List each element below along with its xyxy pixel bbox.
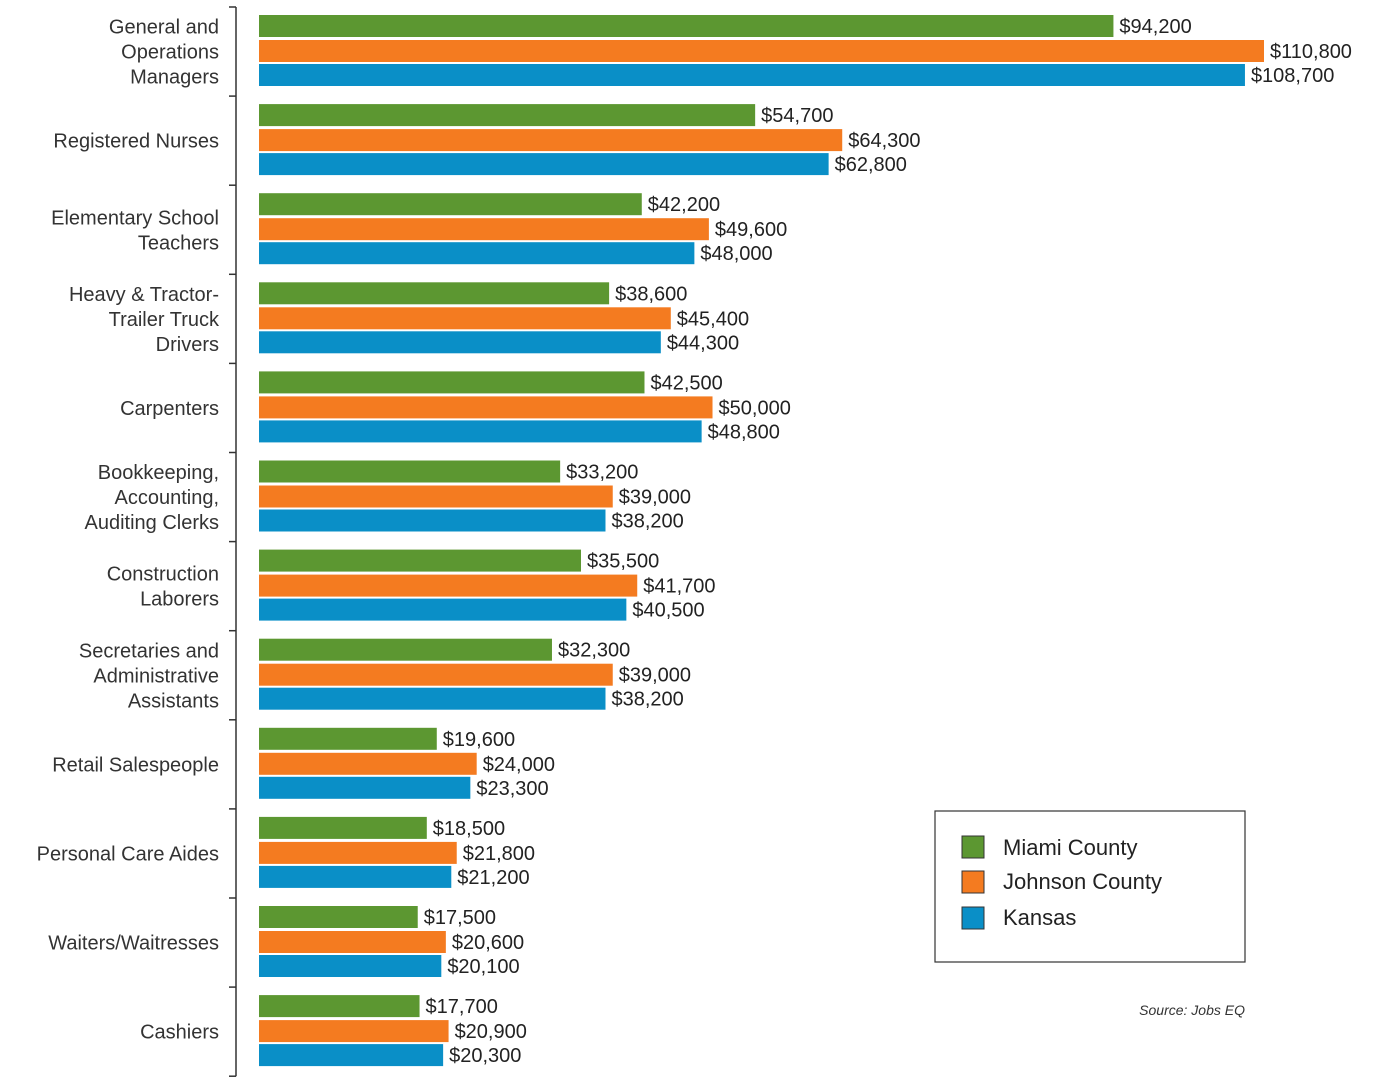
bar-kansas <box>259 509 606 532</box>
value-label: $48,800 <box>708 421 780 443</box>
category-label: Secretaries and Administrative Assistants <box>79 640 219 712</box>
category-labels: General and Operations Managers Registered … <box>37 17 220 1044</box>
legend: Miami County Johnson County Kansas <box>934 810 1246 963</box>
value-label: $108,700 <box>1251 65 1334 87</box>
value-label: $39,000 <box>619 487 691 509</box>
legend-swatch-kansas <box>961 906 985 930</box>
value-label: $21,800 <box>463 843 535 865</box>
bar-johnson-county <box>259 307 671 330</box>
value-label: $49,600 <box>715 219 787 241</box>
category-label: General and Operations Managers <box>109 17 219 89</box>
value-label: $44,300 <box>667 332 739 354</box>
bar-miami-county <box>259 549 581 572</box>
bar-miami-county <box>259 193 642 216</box>
bar-miami-county <box>259 282 610 305</box>
legend-label-miami: Miami County <box>1003 835 1137 860</box>
bar-miami-county <box>259 104 756 127</box>
legend-swatch-miami <box>961 835 985 859</box>
bar-johnson-county <box>259 663 613 686</box>
value-label: $38,600 <box>615 283 687 305</box>
value-label: $20,300 <box>449 1045 521 1067</box>
bar-johnson-county <box>259 129 843 152</box>
value-label: $39,000 <box>619 665 691 687</box>
value-label: $48,000 <box>700 243 772 265</box>
bar-kansas <box>259 420 702 443</box>
bar-kansas <box>259 1044 444 1067</box>
value-labels: $94,200 $110,800$108,700 $54,700 $64,300$62… <box>424 16 1352 1067</box>
bar-johnson-county <box>259 1020 449 1043</box>
value-label: $45,400 <box>677 308 749 330</box>
category-label: Retail Salespeople <box>52 754 219 776</box>
value-label: $17,700 <box>426 996 498 1018</box>
bar-johnson-county <box>259 485 613 508</box>
bar-kansas <box>259 776 471 799</box>
bar-kansas <box>259 64 1245 86</box>
bar-johnson-county <box>259 931 446 953</box>
value-label: $19,600 <box>443 729 515 751</box>
bar-johnson-county <box>259 752 477 775</box>
bar-kansas <box>259 955 442 977</box>
bar-miami-county <box>259 15 1114 37</box>
value-label: $38,200 <box>611 689 683 711</box>
category-label: Construction Laborers <box>107 564 219 611</box>
bars <box>259 15 1264 1067</box>
bar-kansas <box>259 331 661 354</box>
value-label: $17,500 <box>424 907 496 929</box>
value-label: $21,200 <box>457 867 529 889</box>
value-label: $42,500 <box>650 372 722 394</box>
category-label: Personal Care Aides <box>37 843 219 865</box>
bar-johnson-county <box>259 40 1264 62</box>
source-note: Source: Jobs EQ <box>1139 1002 1245 1018</box>
bar-miami-county <box>259 727 437 750</box>
value-label: $41,700 <box>643 576 715 598</box>
value-label: $62,800 <box>835 154 907 176</box>
bar-kansas <box>259 865 452 888</box>
bar-kansas <box>259 598 627 621</box>
bar-kansas <box>259 687 606 710</box>
value-label: $64,300 <box>848 130 920 152</box>
bar-miami-county <box>259 638 552 661</box>
bar-miami-county <box>259 371 645 394</box>
value-label: $94,200 <box>1119 16 1191 38</box>
bar-miami-county <box>259 460 561 483</box>
bar-miami-county <box>259 995 420 1018</box>
value-label: $33,200 <box>566 462 638 484</box>
bar-kansas <box>259 153 829 176</box>
value-label: $20,900 <box>455 1021 527 1043</box>
y-axis <box>229 6 237 1077</box>
category-label: Registered Nurses <box>53 131 219 153</box>
value-label: $38,200 <box>611 511 683 533</box>
bar-johnson-county <box>259 841 457 864</box>
value-label: $20,600 <box>452 932 524 954</box>
category-label: Waiters/Waitresses <box>48 933 219 955</box>
legend-swatch-johnson <box>961 870 985 894</box>
bar-johnson-county <box>259 574 638 597</box>
value-label: $32,300 <box>558 640 630 662</box>
bar-kansas <box>259 242 695 265</box>
value-label: $110,800 <box>1270 41 1352 63</box>
category-label: Heavy & Tractor-Trailer Truck Drivers <box>69 284 220 356</box>
bar-miami-county <box>259 816 427 839</box>
legend-label-johnson: Johnson County <box>1003 869 1162 894</box>
value-label: $24,000 <box>483 754 555 776</box>
value-label: $18,500 <box>433 818 505 840</box>
legend-box <box>934 810 1246 963</box>
value-label: $35,500 <box>587 551 659 573</box>
value-label: $54,700 <box>761 105 833 127</box>
value-label: $42,200 <box>648 194 720 216</box>
value-label: $40,500 <box>632 600 704 622</box>
bar-miami-county <box>259 906 418 928</box>
value-label: $20,100 <box>447 956 519 978</box>
bar-johnson-county <box>259 218 709 241</box>
value-label: $50,000 <box>719 397 791 419</box>
category-label: Elementary School Teachers <box>51 207 219 254</box>
category-label: Carpenters <box>120 398 219 420</box>
legend-label-kansas: Kansas <box>1003 905 1076 930</box>
bar-johnson-county <box>259 396 713 419</box>
value-label: $23,300 <box>476 778 548 800</box>
category-label: Cashiers <box>140 1022 219 1044</box>
category-label: Bookkeeping, Accounting, Auditing Clerks <box>84 462 219 534</box>
